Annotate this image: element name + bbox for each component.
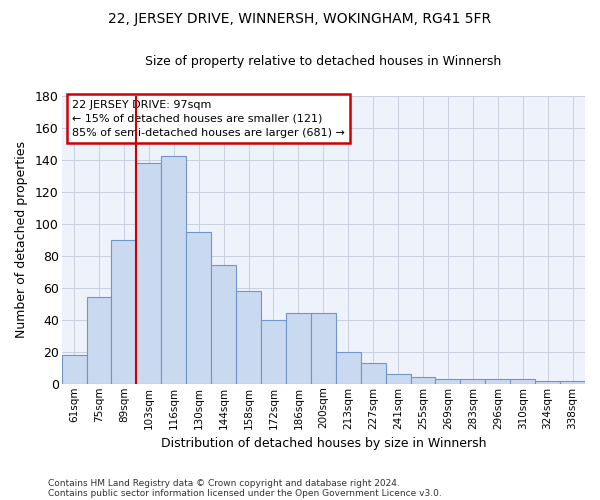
Bar bbox=[161, 156, 186, 384]
Text: Contains HM Land Registry data © Crown copyright and database right 2024.: Contains HM Land Registry data © Crown c… bbox=[48, 478, 400, 488]
Bar bbox=[336, 352, 361, 384]
Bar bbox=[485, 379, 510, 384]
Bar bbox=[136, 163, 161, 384]
Y-axis label: Number of detached properties: Number of detached properties bbox=[15, 141, 28, 338]
Bar bbox=[112, 240, 136, 384]
Bar bbox=[211, 266, 236, 384]
Bar bbox=[311, 314, 336, 384]
Bar bbox=[535, 380, 560, 384]
Text: 22, JERSEY DRIVE, WINNERSH, WOKINGHAM, RG41 5FR: 22, JERSEY DRIVE, WINNERSH, WOKINGHAM, R… bbox=[109, 12, 491, 26]
Bar bbox=[386, 374, 410, 384]
Bar bbox=[460, 379, 485, 384]
Bar bbox=[186, 232, 211, 384]
Bar bbox=[286, 314, 311, 384]
X-axis label: Distribution of detached houses by size in Winnersh: Distribution of detached houses by size … bbox=[161, 437, 486, 450]
Bar bbox=[261, 320, 286, 384]
Bar bbox=[510, 379, 535, 384]
Text: 22 JERSEY DRIVE: 97sqm
← 15% of detached houses are smaller (121)
85% of semi-de: 22 JERSEY DRIVE: 97sqm ← 15% of detached… bbox=[72, 100, 345, 138]
Bar bbox=[436, 379, 460, 384]
Bar bbox=[560, 380, 585, 384]
Bar bbox=[236, 291, 261, 384]
Bar bbox=[86, 298, 112, 384]
Bar bbox=[62, 355, 86, 384]
Title: Size of property relative to detached houses in Winnersh: Size of property relative to detached ho… bbox=[145, 55, 502, 68]
Bar bbox=[361, 363, 386, 384]
Text: Contains public sector information licensed under the Open Government Licence v3: Contains public sector information licen… bbox=[48, 488, 442, 498]
Bar bbox=[410, 378, 436, 384]
